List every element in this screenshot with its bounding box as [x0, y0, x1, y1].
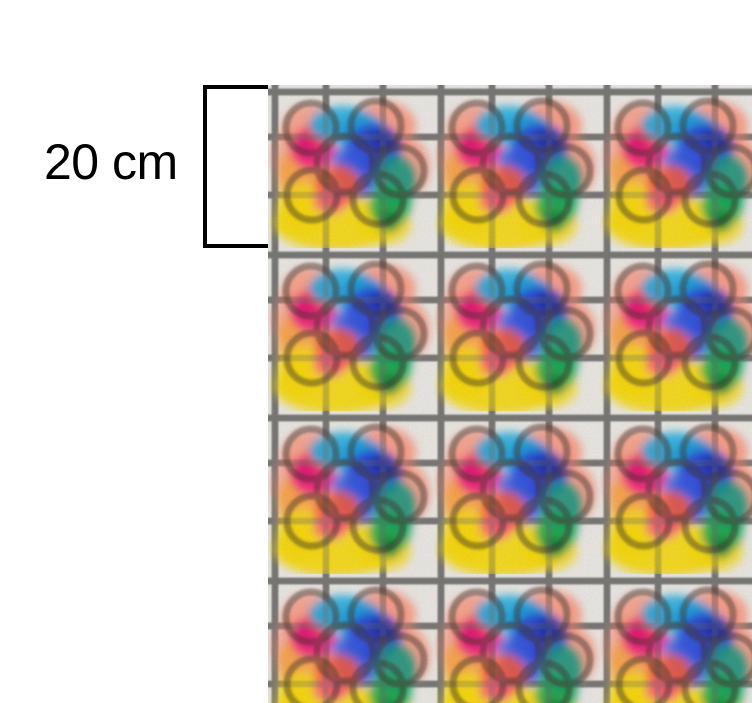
- paper-grain-texture: [268, 85, 752, 703]
- scale-label: 20 cm: [44, 134, 178, 190]
- scale-bracket: [203, 85, 268, 248]
- pattern-swatch-image: [268, 85, 752, 703]
- pattern-swatch: [268, 85, 752, 703]
